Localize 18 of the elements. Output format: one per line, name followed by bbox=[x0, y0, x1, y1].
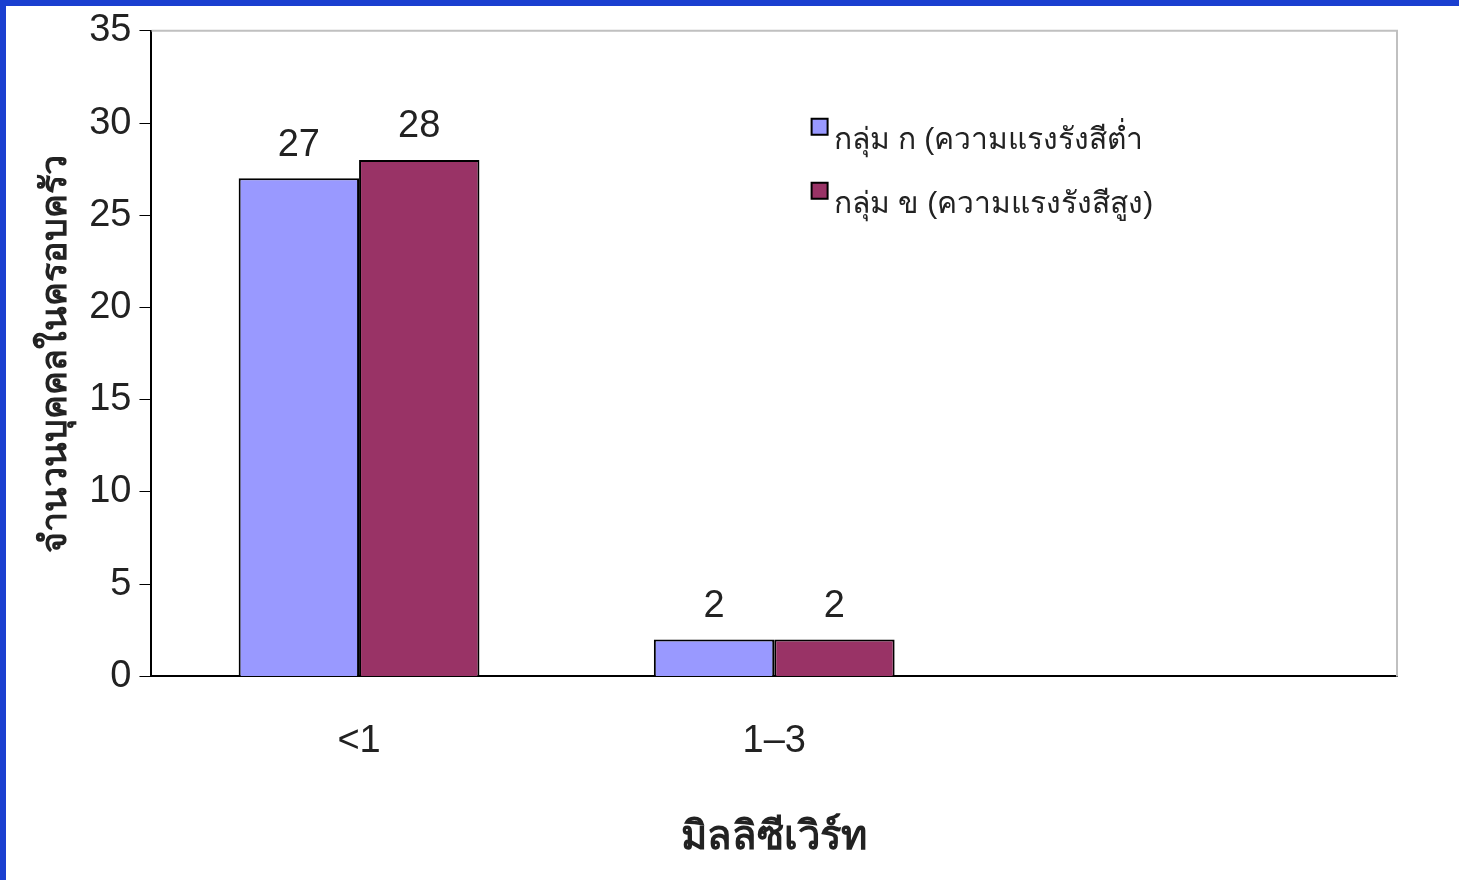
y-tick-label: 25 bbox=[89, 191, 132, 234]
x-tick-label: 1–3 bbox=[742, 717, 806, 760]
y-tick-label: 20 bbox=[89, 283, 132, 326]
data-label: 27 bbox=[277, 121, 320, 164]
legend-label: กลุ่ม ก (ความแรงรังสีต่ำ bbox=[833, 118, 1144, 159]
y-tick-label: 10 bbox=[89, 468, 132, 511]
y-axis-title: จำนวนบุคคลในครอบครัว bbox=[31, 154, 77, 553]
data-label: 28 bbox=[398, 103, 441, 146]
y-tick-label: 0 bbox=[110, 652, 132, 695]
y-tick-label: 15 bbox=[89, 376, 132, 419]
x-axis-title: มิลลิซีเวิร์ท bbox=[681, 813, 868, 858]
y-tick-label: 30 bbox=[89, 99, 132, 142]
data-label: 2 bbox=[703, 582, 725, 625]
x-tick-label: <1 bbox=[337, 717, 381, 760]
y-tick-label: 5 bbox=[110, 560, 132, 603]
data-label: 2 bbox=[823, 582, 845, 625]
legend-label: กลุ่ม ข (ความแรงรังสีสูง) bbox=[833, 186, 1154, 223]
y-tick-label: 35 bbox=[89, 7, 132, 50]
